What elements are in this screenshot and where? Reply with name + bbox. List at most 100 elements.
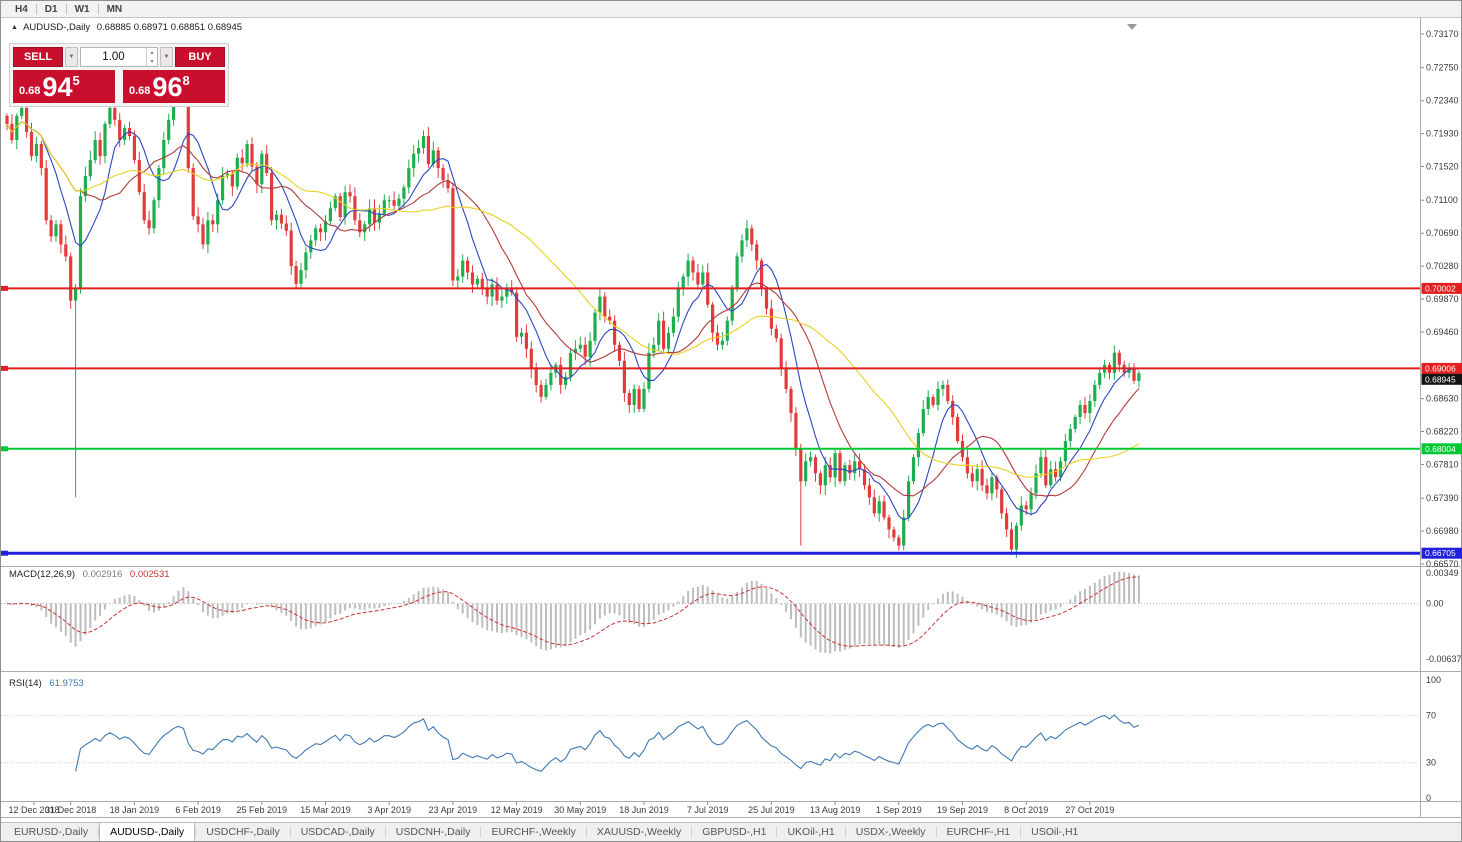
timeframe-h4-button[interactable]: H4 [7,2,36,17]
candle-body [809,457,813,462]
panel-toggle-icon[interactable]: ▲ [11,24,18,31]
candle-body [725,320,729,341]
candle-body [240,157,244,164]
chart-tab-audusd-daily[interactable]: AUDUSD-,Daily [99,823,196,841]
candle-body [1063,441,1067,462]
price-tag-label: 0.68004 [1425,444,1456,454]
candle-body [539,384,543,397]
volume-field[interactable]: 1.00 ▲ ▼ [80,47,158,67]
price-axis-label: 0.68220 [1426,427,1459,437]
candle-body [549,372,553,385]
chart-tab-usdcnh-daily[interactable]: USDCNH-,Daily [395,826,471,838]
candle-body [368,208,372,225]
spin-down-icon[interactable]: ▼ [149,58,155,65]
toolbar-separator [65,4,67,14]
price-tag-label: 0.70002 [1425,283,1456,293]
chevron-down-icon: ▼ [68,54,75,60]
rsi-axis-label: 70 [1426,710,1436,720]
chevron-down-icon: ▼ [163,54,170,60]
candle-body [764,288,769,309]
candle-body [270,172,274,221]
candle-body [162,140,166,169]
sell-price-display[interactable]: 0.68 94 5 [13,70,115,103]
candle-body [632,388,636,405]
date-axis-label: 19 Sep 2019 [937,805,988,815]
chart-tab-gbpusd-h1[interactable]: GBPUSD-,H1 [702,826,767,838]
candle-body [813,457,818,474]
candle-body [715,332,720,345]
timeframe-w1-button[interactable]: W1 [67,2,98,17]
rsi-line [75,714,1140,773]
chart-tab-ukoil-h1[interactable]: UKOil-,H1 [787,826,835,838]
candle-body [147,220,151,229]
candle-body [314,228,318,241]
candle-body [157,168,161,201]
rsi-axis-label: 100 [1426,675,1441,685]
candle-body [25,107,29,132]
rsi-panel-layer [1,714,1421,773]
candle-body [951,401,955,418]
candle-body [578,344,582,349]
candle-body [779,338,783,369]
chart-tab-eurchf-weekly[interactable]: EURCHF-,Weekly [491,826,576,838]
candle-body [647,352,651,389]
candle-body [627,393,631,405]
candle-body [926,397,930,409]
sell-options-dropdown[interactable]: ▼ [65,47,78,67]
volume-stepper[interactable]: ▲ ▼ [146,48,157,66]
tab-separator [844,827,846,837]
price-axis-label: 0.72340 [1426,96,1459,106]
tab-separator [691,827,693,837]
candle-body [34,144,38,156]
tab-separator [384,827,386,837]
candle-body [1093,384,1097,401]
candle-body [1083,405,1087,413]
candle-body [485,288,489,297]
candle-body [426,136,430,165]
candle-body [1117,352,1121,365]
timeframe-mn-button[interactable]: MN [99,2,131,17]
candle-body [975,469,979,482]
chart-tab-eurusd-daily[interactable]: EURUSD-,Daily [14,826,89,838]
chart-tab-usoil-h1[interactable]: USOil-,H1 [1031,826,1079,838]
macd-axis-label: 0.00 [1426,599,1444,609]
candle-body [696,272,700,285]
candle-body [911,457,916,482]
candle-body [289,230,293,266]
candle-body [353,196,357,221]
chart-tab-usdx-weekly[interactable]: USDX-,Weekly [855,826,926,838]
level-anchor-mark [1,550,8,556]
candle-body [853,461,857,474]
candle-body [328,208,332,222]
candle-body [441,168,445,181]
main-chart-layer [1,78,1421,558]
date-axis-label: 25 Feb 2019 [237,805,288,815]
sell-button[interactable]: SELL [13,47,63,67]
price-axis-label: 0.71100 [1426,195,1458,205]
candle-body [799,449,803,482]
candle-body [804,461,808,482]
scroll-to-end-icon[interactable] [1127,24,1137,30]
spin-up-icon[interactable]: ▲ [149,49,155,56]
buy-price-display[interactable]: 0.68 96 8 [123,70,225,103]
candle-body [1019,505,1023,526]
candle-body [402,187,406,199]
buy-button[interactable]: BUY [175,47,225,67]
candle-body [1014,525,1018,550]
chart-tab-xauusd-weekly[interactable]: XAUUSD-,Weekly [596,826,682,838]
candle-body [250,144,254,167]
candle-body [676,288,680,317]
chart-tab-usdcad-daily[interactable]: USDCAD-,Daily [300,826,375,838]
candle-body [985,485,989,494]
chart-tab-usdchf-daily[interactable]: USDCHF-,Daily [206,826,280,838]
timeframe-d1-button[interactable]: D1 [37,2,66,17]
price-axis-label: 0.66570 [1426,559,1459,569]
chart-tab-eurchf-h1[interactable]: EURCHF-,H1 [946,826,1011,838]
candle-body [529,348,533,369]
candle-body [196,216,200,225]
candle-body [1039,457,1043,474]
macd-signal-value: 0.002531 [129,569,170,580]
candle-body [397,198,401,206]
buy-options-dropdown[interactable]: ▼ [160,47,173,67]
